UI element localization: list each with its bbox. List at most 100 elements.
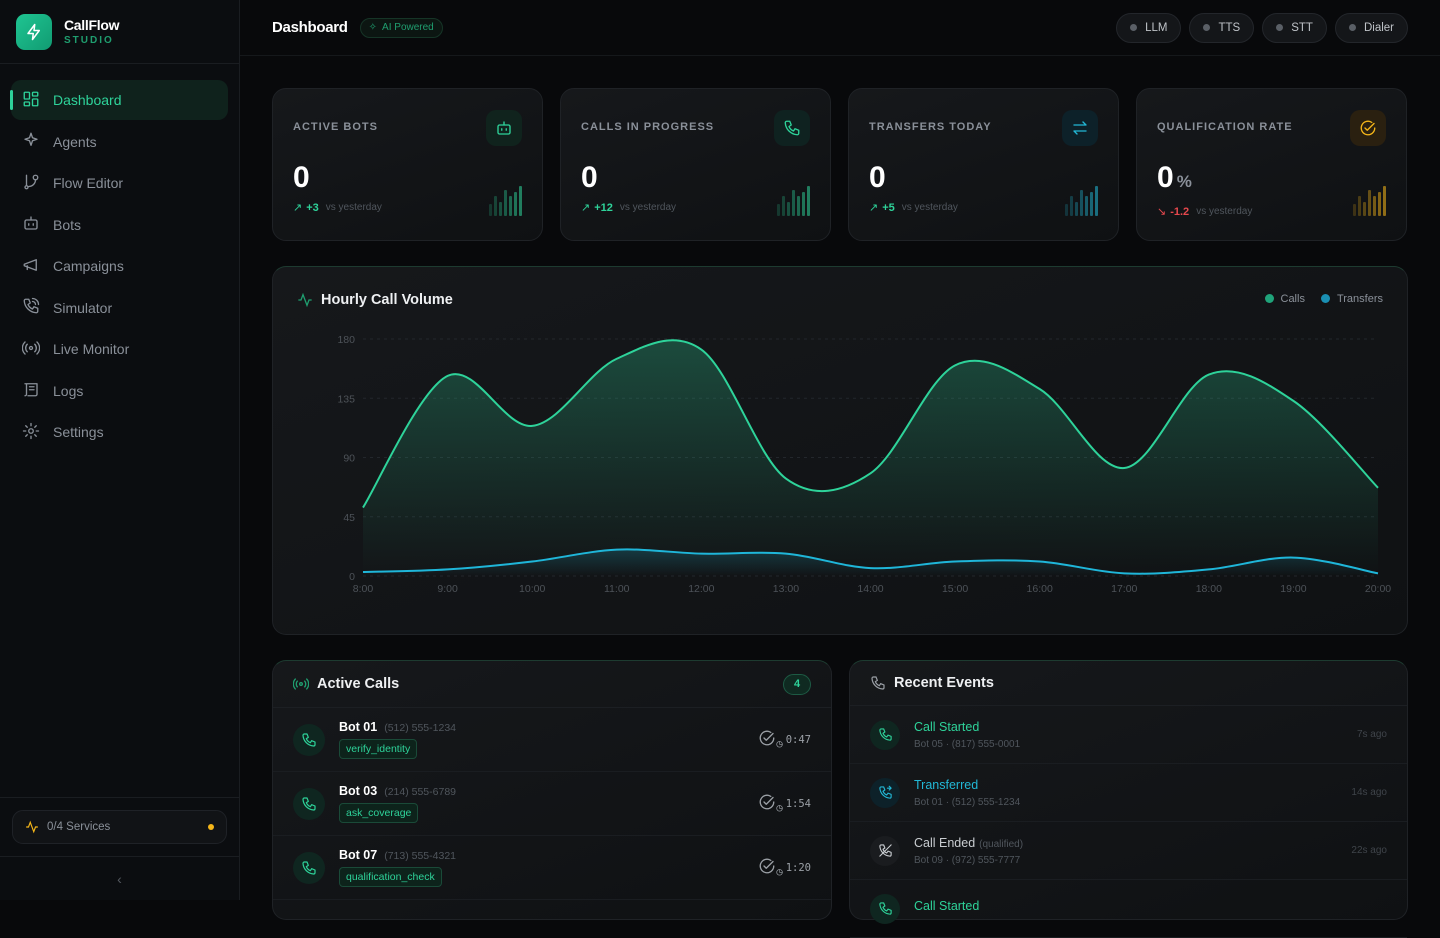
event-title: Call Ended bbox=[914, 835, 976, 850]
hourly-call-volume-card: 0 45 90 135 180 8:00 9:00 10:00 11:00 12:00 13:00 1… bbox=[272, 266, 1408, 635]
service-pill-llm[interactable]: LLM bbox=[1116, 12, 1182, 43]
spark-bar bbox=[1065, 204, 1068, 216]
y-tick-label: 180 bbox=[337, 334, 355, 346]
scroll-icon bbox=[22, 380, 53, 401]
sidebar-item-label: Agents bbox=[53, 133, 97, 150]
clock-icon: ◷ bbox=[758, 857, 783, 878]
spark-bar bbox=[1090, 192, 1093, 216]
bot-icon bbox=[22, 214, 53, 235]
megaphone-icon bbox=[22, 256, 53, 277]
sidebar-item-logs[interactable]: Logs bbox=[11, 371, 228, 411]
spark-bar bbox=[499, 202, 502, 216]
phone-off-icon bbox=[870, 835, 900, 866]
stat-card-active-bots: ACTIVE BOTS 0 ↗ +3 vs yesterday bbox=[272, 88, 543, 241]
sidebar-item-label: Dashboard bbox=[53, 92, 122, 108]
sidebar-item-simulator[interactable]: Simulator bbox=[11, 288, 228, 328]
phone-icon bbox=[774, 110, 810, 146]
legend-calls[interactable]: Calls bbox=[1264, 293, 1305, 305]
spark-bar bbox=[1085, 196, 1088, 216]
active-call-row[interactable]: Bot 01 (512) 555-1234 verify_identity ◷ 0:… bbox=[273, 708, 831, 772]
active-calls-count: 4 bbox=[783, 673, 811, 695]
event-row[interactable]: Transferred Bot 01 · (512) 555-1234 14s … bbox=[850, 764, 1407, 822]
legend-transfers[interactable]: Transfers bbox=[1320, 293, 1383, 305]
services-status[interactable]: 0/4 Services bbox=[12, 810, 227, 844]
stat-delta: -1.2 bbox=[1170, 205, 1190, 218]
hourly-call-volume-chart: 0 45 90 135 180 8:00 9:00 10:00 11:00 12:00 13:00 1… bbox=[337, 334, 1391, 595]
service-pill-dialer[interactable]: Dialer bbox=[1334, 12, 1408, 43]
spark-bar bbox=[519, 186, 522, 216]
phone-call-icon bbox=[22, 297, 53, 318]
brand-sub: STUDIO bbox=[64, 35, 114, 46]
phone-number: (512) 555-1234 bbox=[384, 722, 457, 734]
service-pill-stt[interactable]: STT bbox=[1262, 12, 1327, 43]
sidebar-item-label: Flow Editor bbox=[53, 175, 124, 191]
status-dot bbox=[1130, 24, 1138, 31]
phone-icon bbox=[293, 851, 325, 884]
stat-value: 0% bbox=[1157, 161, 1192, 194]
sidebar-item-dashboard[interactable]: Dashboard bbox=[10, 80, 228, 120]
sidebar-item-label: Campaigns bbox=[53, 258, 124, 274]
stat-card-transfers-today: TRANSFERS TODAY 0 ↗ +5 vs yesterday bbox=[848, 88, 1119, 241]
sidebar-item-settings[interactable]: Settings bbox=[11, 412, 228, 452]
x-tick-label: 19:00 bbox=[1280, 583, 1306, 595]
service-pill-tts[interactable]: TTS bbox=[1189, 12, 1255, 43]
page-title: Dashboard bbox=[272, 19, 348, 36]
brand[interactable]: CallFlow STUDIO bbox=[0, 0, 239, 64]
clock-icon: ◷ bbox=[758, 793, 783, 814]
spark-bar bbox=[1080, 190, 1083, 216]
trend-up-icon: ↗ bbox=[293, 202, 303, 214]
phone-number: (713) 555-4321 bbox=[384, 850, 457, 862]
clock-icon: ◷ bbox=[758, 729, 783, 750]
sidebar-item-agents[interactable]: Agents bbox=[11, 122, 228, 162]
spark-bar bbox=[1075, 202, 1078, 216]
active-call-row[interactable]: Bot 07 (713) 555-4321 qualification_check… bbox=[273, 836, 831, 900]
sidebar-item-live-monitor[interactable]: Live Monitor bbox=[11, 329, 228, 369]
spark-bar bbox=[797, 196, 800, 216]
spark-bar bbox=[792, 190, 795, 216]
x-tick-label: 8:00 bbox=[353, 583, 374, 595]
x-tick-label: 12:00 bbox=[688, 583, 714, 595]
spark-bar bbox=[1070, 196, 1073, 216]
stat-card-qualification-rate: QUALIFICATION RATE 0% ↘ -1.2 vs yesterday bbox=[1136, 88, 1407, 241]
stat-delta: +12 bbox=[594, 201, 613, 214]
stat-delta: +5 bbox=[882, 201, 895, 214]
event-detail: Bot 01 · (512) 555-1234 bbox=[914, 796, 1021, 808]
ai-powered-badge: ✧ AI Powered bbox=[359, 17, 443, 38]
status-dot bbox=[1203, 24, 1211, 31]
activity-icon bbox=[26, 820, 38, 834]
y-tick-label: 135 bbox=[337, 393, 355, 405]
stat-value: 0 bbox=[869, 161, 886, 194]
spark-bar bbox=[1373, 196, 1376, 216]
sidebar-item-label: Simulator bbox=[53, 299, 113, 316]
bot-name: Bot 03 bbox=[339, 784, 378, 798]
active-calls-panel: Active Calls 4 Bot 01 (512) 555-1234 verif… bbox=[272, 660, 832, 920]
event-row[interactable]: Call Ended (qualified) Bot 09 · (972) 555… bbox=[850, 822, 1407, 880]
call-duration: 1:54 bbox=[785, 797, 811, 810]
event-row[interactable]: Call Started bbox=[850, 880, 1407, 938]
event-title: Transferred bbox=[914, 777, 979, 792]
event-row[interactable]: Call Started Bot 05 · (817) 555-0001 7s … bbox=[850, 706, 1407, 764]
sidebar-item-bots[interactable]: Bots bbox=[11, 205, 228, 245]
x-tick-label: 20:00 bbox=[1365, 583, 1391, 595]
collapse-sidebar-button[interactable]: ‹ bbox=[0, 856, 239, 900]
active-call-row[interactable]: Bot 03 (214) 555-6789 ask_coverage ◷ 1:54 bbox=[273, 772, 831, 836]
event-time: 7s ago bbox=[1356, 729, 1387, 740]
layout-grid-icon bbox=[22, 90, 53, 111]
x-tick-label: 11:00 bbox=[604, 583, 630, 595]
event-time: 22s ago bbox=[1351, 845, 1387, 856]
recent-events-panel: Recent Events Call Started Bot 05 · (817… bbox=[849, 660, 1408, 938]
spark-bar bbox=[514, 192, 517, 216]
sidebar-item-flow-editor[interactable]: Flow Editor bbox=[11, 163, 228, 203]
phone-number: (214) 555-6789 bbox=[384, 786, 457, 798]
bot-icon bbox=[486, 110, 522, 146]
stat-vs: vs yesterday bbox=[1196, 206, 1253, 217]
status-dot bbox=[1348, 24, 1356, 31]
sidebar: CallFlow STUDIO Dashboard Agents Flow Edito… bbox=[0, 0, 240, 900]
spark-bar bbox=[802, 192, 805, 216]
arrows-exchange-icon bbox=[1062, 110, 1098, 146]
spark-bar bbox=[787, 202, 790, 216]
spark-bar bbox=[1378, 192, 1381, 216]
event-detail: Bot 05 · (817) 555-0001 bbox=[914, 738, 1021, 750]
stat-card-calls-in-progress: CALLS IN PROGRESS 0 ↗ +12 vs yesterday bbox=[560, 88, 831, 241]
sidebar-item-campaigns[interactable]: Campaigns bbox=[11, 246, 228, 286]
